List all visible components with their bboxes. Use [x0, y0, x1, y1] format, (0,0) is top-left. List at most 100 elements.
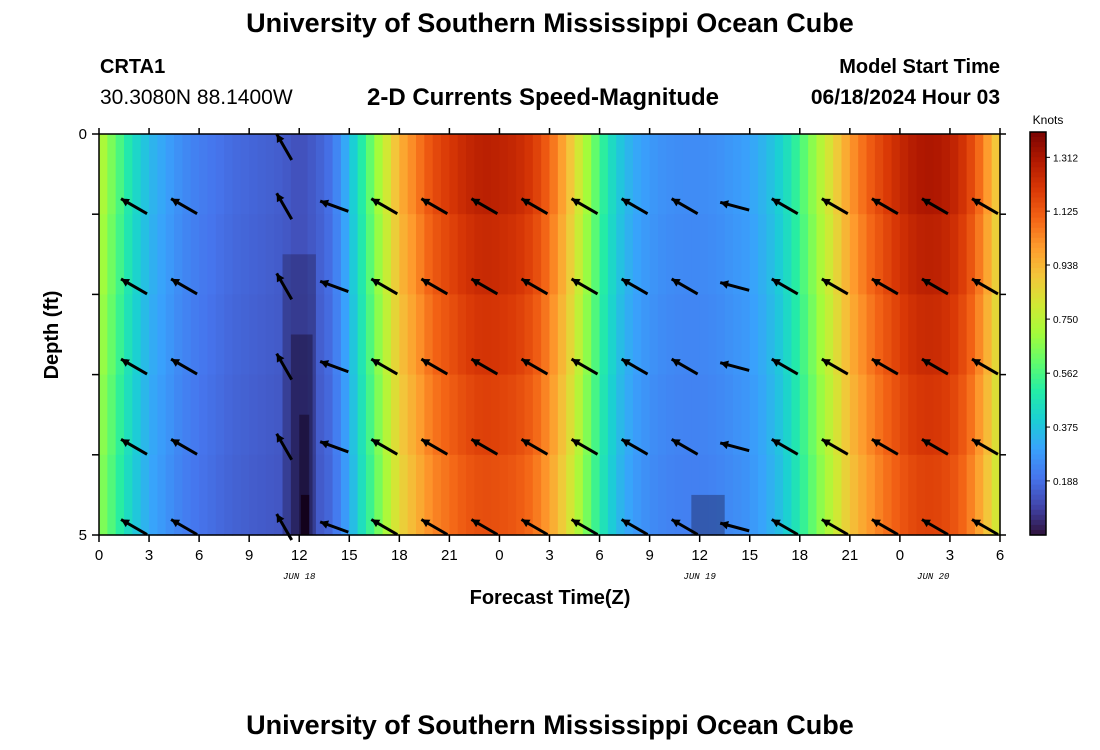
heat-cell [466, 214, 476, 295]
current-arrow-head [521, 359, 531, 367]
heat-cell [516, 374, 526, 456]
heat-cell [682, 454, 692, 536]
current-arrow [620, 438, 649, 456]
colorbar-swatch [1030, 318, 1046, 325]
heat-cell [491, 454, 501, 536]
heat-cell [349, 294, 359, 376]
heat-cell [524, 374, 534, 456]
colorbar-swatch [1030, 142, 1046, 148]
heat-cell [666, 454, 676, 536]
heat-cell [507, 454, 517, 536]
heat-cell [749, 374, 759, 456]
current-arrow-head [121, 519, 131, 528]
colorbar-swatch [1030, 237, 1046, 244]
heat-cell [332, 454, 342, 536]
current-arrow [170, 277, 198, 296]
heat-cell [958, 214, 968, 295]
heat-cell [733, 134, 742, 215]
heat-cell [507, 214, 517, 295]
heat-cell [858, 374, 868, 456]
current-arrow-head [821, 278, 831, 287]
heat-cell [949, 294, 959, 376]
colorbar-swatch [1030, 388, 1046, 395]
current-arrow-head [821, 359, 831, 367]
heat-cell [399, 294, 409, 376]
colorbar-swatch [1030, 398, 1046, 405]
heat-cell [349, 134, 359, 215]
heat-cell [349, 214, 359, 295]
heat-cell [649, 374, 659, 456]
heat-cell [641, 134, 651, 215]
heat-cell [457, 454, 467, 536]
colorbar-swatch [1030, 293, 1046, 299]
current-arrow [470, 518, 499, 536]
heat-cell [674, 214, 684, 295]
colorbar-tick-label: 1.125 [1053, 207, 1078, 218]
colorbar-swatch [1030, 499, 1046, 506]
heat-cell [382, 134, 392, 215]
current-arrow [520, 277, 549, 296]
heat-cell [599, 214, 609, 295]
colorbar-swatch [1030, 227, 1046, 234]
heat-cell [783, 374, 793, 456]
heat-cell [774, 374, 784, 456]
heat-cell [799, 214, 809, 295]
colorbar-swatch [1030, 333, 1046, 340]
heat-cell [941, 294, 951, 376]
heat-cell [841, 214, 851, 295]
current-arrow [420, 357, 449, 376]
heat-cell [541, 134, 551, 215]
current-arrow-head [821, 519, 831, 528]
current-arrow [719, 360, 750, 372]
heat-cell [532, 374, 542, 456]
current-arrow [719, 520, 750, 533]
current-arrow-head [671, 278, 681, 287]
colorbar-swatch [1030, 378, 1046, 385]
current-arrow-head [320, 199, 330, 208]
x-tick-label: 6 [595, 547, 603, 564]
current-arrow-head [771, 198, 781, 207]
heat-cell [466, 294, 476, 376]
heat-cell [240, 294, 250, 376]
heat-cell [249, 214, 259, 295]
current-arrow [570, 438, 599, 456]
heat-cell [249, 294, 259, 376]
heat-cell [916, 214, 926, 295]
heat-cell [574, 214, 584, 295]
heat-cell [140, 134, 150, 215]
current-arrow-head [921, 198, 931, 207]
heat-cell [924, 374, 934, 456]
colorbar-swatch [1030, 162, 1046, 168]
colorbar-swatch [1030, 273, 1046, 279]
heat-cell [99, 214, 108, 295]
heat-cell [824, 294, 834, 376]
x-tick-label: 0 [95, 547, 103, 564]
heat-cell [499, 294, 509, 376]
heat-cell [215, 214, 225, 295]
heat-cell [824, 454, 834, 536]
current-arrow-head [871, 198, 881, 207]
heat-cell [758, 294, 768, 376]
heat-cell [541, 214, 551, 295]
heat-cell [374, 134, 384, 215]
current-arrow [821, 277, 849, 296]
heat-cell [274, 134, 284, 215]
heat-cell [657, 374, 667, 456]
heat-cell [516, 454, 526, 536]
heat-cell [949, 214, 959, 295]
heat-cell [774, 214, 784, 295]
heat-cell [616, 454, 626, 536]
heat-cell [165, 454, 175, 536]
heat-cell [716, 294, 726, 376]
heat-cell [182, 454, 192, 536]
colorbar-swatch [1030, 222, 1046, 229]
heat-cell [516, 214, 526, 295]
heat-cell [716, 134, 726, 215]
current-arrow [971, 438, 999, 456]
heat-cell [265, 374, 275, 456]
heat-cell [282, 134, 292, 215]
current-arrow [620, 357, 649, 376]
colorbar-swatch [1030, 469, 1046, 476]
heat-cell [699, 454, 709, 536]
heat-cell [591, 214, 601, 295]
